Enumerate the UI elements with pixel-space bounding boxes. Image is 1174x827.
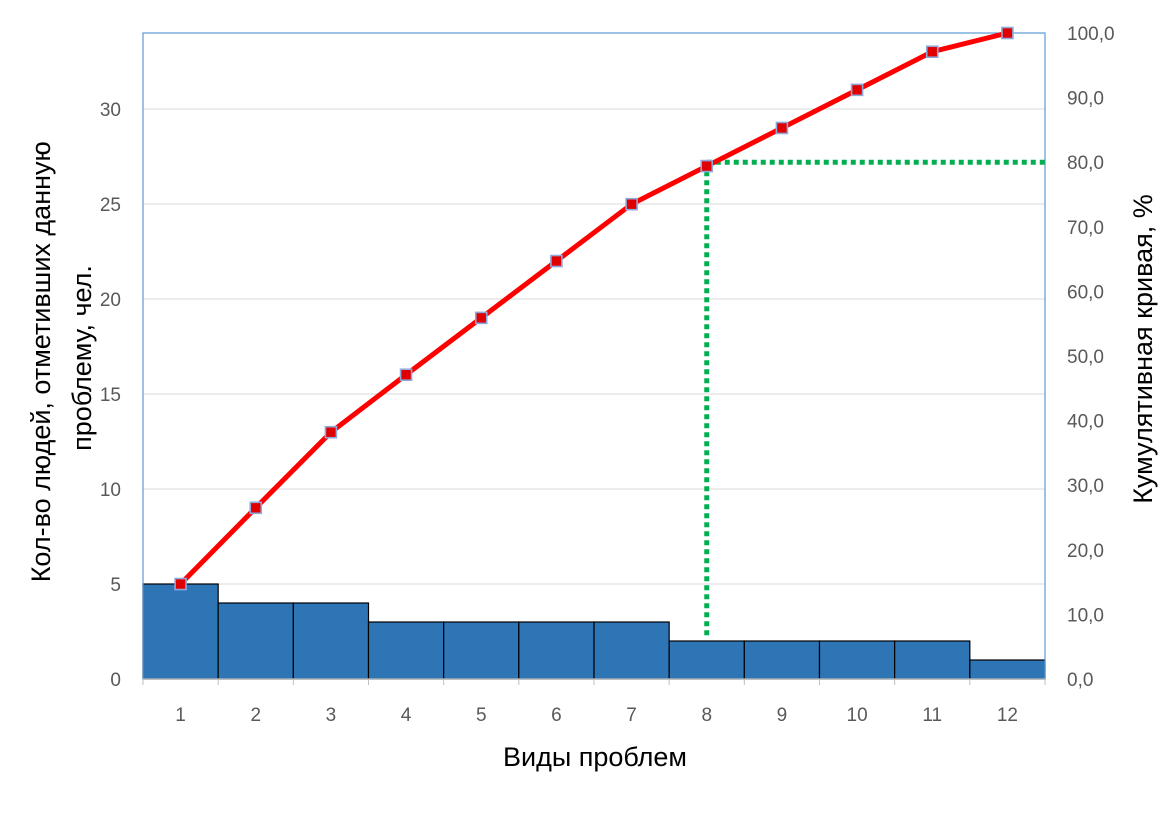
x-axis-title: Виды проблем <box>503 742 687 772</box>
cumulative-point-4 <box>399 368 413 382</box>
bar-7 <box>593 621 670 680</box>
y-tick-label: 15 <box>100 385 121 406</box>
cumulative-point-10 <box>850 83 864 97</box>
x-tick-label-8: 8 <box>701 705 712 726</box>
cumulative-point-1 <box>174 577 187 591</box>
y2-tick-label: 100,0 <box>1067 24 1115 45</box>
gridlines <box>143 108 1045 585</box>
bar-12 <box>969 659 1046 680</box>
y2-tick-label: 10,0 <box>1067 605 1104 626</box>
x-tick-label-5: 5 <box>476 705 487 726</box>
cumulative-point-3 <box>324 425 338 439</box>
bar-11 <box>894 640 971 680</box>
y-axis-title-line-1: Кол-во людей, отметивших данную <box>26 141 56 582</box>
x-tick-label-7: 7 <box>626 705 637 726</box>
y2-tick-label: 80,0 <box>1067 153 1104 174</box>
x-tick-label-9: 9 <box>777 705 788 726</box>
bar-3 <box>292 602 370 680</box>
bar-2 <box>217 602 294 680</box>
y-tick-label: 25 <box>100 195 121 216</box>
cumulative-line <box>178 30 1010 587</box>
y2-tick-label: 50,0 <box>1067 347 1104 368</box>
bar-1 <box>142 583 219 680</box>
x-tick-label-11: 11 <box>922 705 942 726</box>
plot-frame <box>142 32 1046 680</box>
right-axis-ticks: 0,0 10,0 20,0 30,0 40,0 50,0 60,0 70,0 80,0 90,0 1… <box>1067 24 1115 691</box>
y2-tick-label: 30,0 <box>1067 476 1104 497</box>
y-axis-title: Кол-во людей, отметивших данную проблему… <box>26 134 97 583</box>
plot-border <box>142 32 1046 680</box>
y2-tick-label: 40,0 <box>1067 412 1104 433</box>
cumulative-point-2 <box>249 501 263 515</box>
cumulative-point-6 <box>550 254 563 268</box>
y2-tick-label: 70,0 <box>1067 218 1104 239</box>
x-tick-label-1: 1 <box>175 705 186 726</box>
x-tick-label-3: 3 <box>326 705 337 726</box>
bar-5 <box>443 621 520 680</box>
x-tick-label-12: 12 <box>997 705 1018 726</box>
y2-axis-title: Кумулятивная кривая, % <box>1128 194 1158 504</box>
y2-tick-label: 20,0 <box>1067 541 1104 562</box>
y-tick-label: 30 <box>100 100 121 121</box>
cumulative-line-series <box>174 26 1014 591</box>
y-tick-label: 0 <box>110 670 121 691</box>
y2-tick-label: 60,0 <box>1067 282 1104 303</box>
left-axis-ticks: 0 5 10 15 20 25 30 <box>100 100 121 691</box>
cumulative-point-8 <box>700 159 714 173</box>
x-tick-label-4: 4 <box>401 705 412 726</box>
x-tick-label-6: 6 <box>551 705 562 726</box>
x-tick-label-10: 10 <box>847 705 868 726</box>
cumulative-point-11 <box>925 45 939 59</box>
bar-4 <box>367 621 445 680</box>
bar-10 <box>818 640 896 680</box>
y-tick-label: 20 <box>100 290 121 311</box>
bar-8 <box>668 640 745 680</box>
bar-series <box>142 583 1046 680</box>
cumulative-point-12 <box>1001 26 1014 40</box>
y-tick-label: 10 <box>100 480 121 501</box>
bar-9 <box>743 640 821 680</box>
bar-6 <box>518 621 595 680</box>
cumulative-point-9 <box>775 121 789 135</box>
cumulative-point-5 <box>474 311 488 325</box>
y2-tick-label: 0,0 <box>1067 670 1093 691</box>
y-tick-label: 5 <box>110 575 121 596</box>
y2-tick-label: 90,0 <box>1067 89 1104 110</box>
y-axis-title-line-2: проблему, чел. <box>67 265 97 451</box>
threshold-lines <box>704 159 1048 639</box>
x-tick-label-2: 2 <box>250 705 261 726</box>
cumulative-point-7 <box>625 197 638 211</box>
x-axis-ticks: 1 2 3 4 5 6 7 8 9 10 11 12 <box>142 679 1046 726</box>
